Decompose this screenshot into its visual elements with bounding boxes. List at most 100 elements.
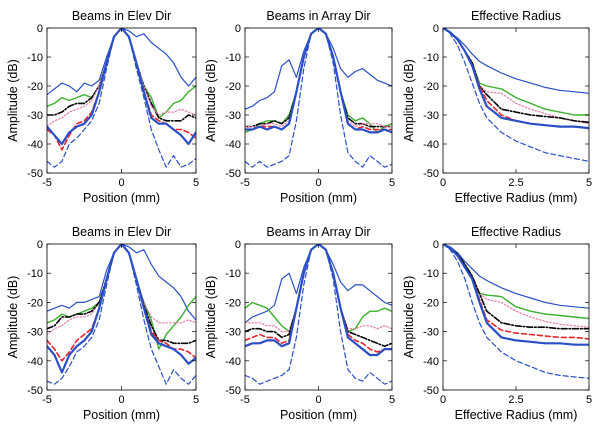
y-axis-label: Amplitude (dB) [6,59,20,142]
plot-frame [244,243,393,391]
y-tick-label: -10 [423,52,439,64]
y-tick-label: -20 [225,297,241,309]
x-tick-label: -5 [42,177,52,189]
y-tick-label: 0 [235,23,241,35]
series-green [47,244,196,350]
y-tick-label: -50 [225,168,241,180]
series-blue-dashed [245,244,392,385]
chart-title: Beams in Array Dir [266,9,370,23]
y-tick-label: -10 [423,268,439,280]
x-tick-label: 0 [315,394,321,406]
y-tick-label: 0 [37,239,43,251]
x-tick-label: 2.5 [508,394,523,406]
series-thick-blue [443,28,589,130]
series-red-dashed [245,244,392,353]
x-tick-label: 5 [389,394,395,406]
y-tick-label: -40 [27,139,43,151]
x-tick-label: 0 [440,177,446,189]
x-axis-label: Position (mm) [83,191,160,205]
y-tick-label: -40 [225,139,241,151]
y-tick-label: -20 [225,81,241,93]
x-tick-label: -5 [240,394,250,406]
series-pink-dotted [443,244,589,328]
series-thick-blue [245,244,392,357]
series-group [443,28,589,162]
series-blue-dashed [443,28,589,162]
x-tick-label: 5 [586,394,592,406]
series-blue-dashed [443,244,589,379]
series-group [245,244,392,385]
chart-title: Beams in Elev Dir [72,9,171,23]
series-thick-blue [47,244,196,374]
x-tick-label: 5 [193,177,199,189]
y-tick-label: -20 [423,81,439,93]
y-axis-label: Amplitude (dB) [204,276,218,359]
x-axis-label: Position (mm) [280,408,357,422]
series-black-dashdot [47,28,196,122]
y-tick-label: 0 [37,23,43,35]
chart-title: Effective Radius [471,225,561,239]
series-thin-blue [443,244,589,309]
y-tick-label: -30 [27,110,43,122]
series-pink-dotted [47,28,196,128]
series-pink-dotted [245,28,392,128]
series-group [47,244,196,385]
x-tick-label: 0 [315,177,321,189]
y-tick-label: -20 [423,297,439,309]
series-green [443,244,589,320]
series-pink-dotted [443,28,589,125]
x-axis-label: Effective Radius (mm) [455,408,578,422]
series-thin-blue [245,244,392,324]
y-tick-label: -40 [423,139,439,151]
y-tick-label: 0 [433,239,439,251]
y-tick-label: -50 [423,168,439,180]
x-tick-label: 5 [586,177,592,189]
x-tick-label: 0 [440,394,446,406]
y-axis-label: Amplitude (dB) [402,276,416,359]
y-axis-label: Amplitude (dB) [204,59,218,142]
series-blue-dashed [47,28,196,168]
y-tick-label: -50 [27,168,43,180]
series-pink-dotted [245,244,392,333]
series-thick-blue [245,28,392,134]
series-blue-dashed [245,28,392,168]
x-tick-label: 0 [118,177,124,189]
series-thin-blue [47,244,196,321]
series-green [47,28,196,119]
series-green [443,28,589,116]
y-tick-label: -30 [27,327,43,339]
x-axis-label: Position (mm) [83,408,160,422]
series-black-dashdot [245,244,392,348]
x-tick-label: -5 [240,177,250,189]
x-axis-label: Effective Radius (mm) [455,191,578,205]
chart-title: Beams in Array Dir [266,225,370,239]
series-pink-dotted [47,244,196,336]
chart-title: Effective Radius [471,9,561,23]
series-group [47,28,196,168]
x-tick-label: -5 [42,394,52,406]
series-group [443,244,589,379]
y-tick-label: -20 [27,81,43,93]
series-black-dashdot [245,28,392,128]
series-green [245,244,392,333]
series-black-dashdot [443,28,589,124]
series-blue-dashed [47,244,196,385]
series-thin-blue [245,28,392,110]
y-tick-label: -40 [27,356,43,368]
y-tick-label: -10 [27,52,43,64]
y-tick-label: -30 [225,110,241,122]
y-tick-label: -20 [27,297,43,309]
y-tick-label: 0 [433,23,439,35]
x-tick-label: 2.5 [508,177,523,189]
series-group [245,28,392,168]
y-tick-label: -50 [225,385,241,397]
series-green [245,28,392,134]
y-axis-label: Amplitude (dB) [6,276,20,359]
